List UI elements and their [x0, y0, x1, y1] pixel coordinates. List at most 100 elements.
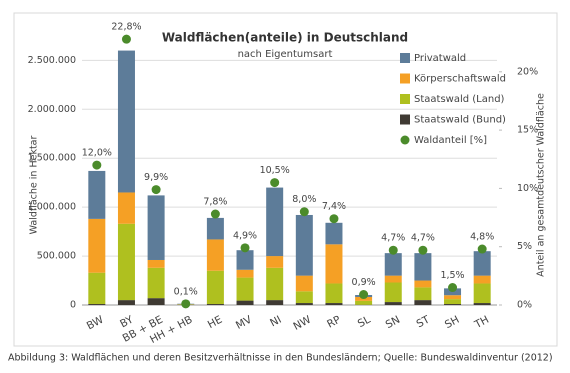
- bar-segment: [206, 217, 224, 240]
- y2-tick-label: 0%: [517, 300, 532, 311]
- y-axis-title: Waldfläche in Hektar: [29, 136, 40, 235]
- bar-segment: [444, 299, 462, 305]
- bar-segment: [117, 300, 135, 305]
- bar-segment: [236, 269, 254, 278]
- data-label: 22,8%: [111, 22, 141, 33]
- data-label: 7,4%: [322, 201, 346, 212]
- y2-tick-label: 5%: [517, 241, 532, 252]
- share-dot: [181, 299, 191, 309]
- bar-segment: [414, 253, 432, 281]
- legend-swatch: [400, 114, 410, 125]
- bar-segment: [295, 275, 313, 292]
- y2-tick-label: 15%: [517, 125, 538, 136]
- bar-segment: [295, 291, 313, 304]
- bar-segment: [236, 300, 254, 305]
- data-label: 0,9%: [352, 277, 376, 288]
- data-label: 0,1%: [174, 286, 198, 297]
- data-label: 4,9%: [233, 230, 257, 241]
- bar-segment: [88, 218, 106, 273]
- bar-segment: [88, 304, 106, 305]
- data-label: 1,5%: [440, 270, 464, 281]
- share-dot: [210, 209, 220, 219]
- bar-segment: [295, 214, 313, 276]
- y-tick-label: 2.000.000: [28, 104, 76, 115]
- bar-segment: [384, 302, 402, 305]
- bar-segment: [147, 259, 165, 268]
- share-dot: [418, 245, 428, 255]
- y2-tick-label: 10%: [517, 183, 538, 194]
- data-label: 9,9%: [144, 172, 168, 183]
- bar-segment: [117, 223, 135, 301]
- bar-segment: [266, 267, 284, 301]
- share-dot: [121, 34, 131, 44]
- y-tick-label: 500.000: [37, 251, 76, 262]
- legend-label: Privatwald: [414, 53, 466, 64]
- bar-segment: [325, 222, 343, 245]
- bar-segment: [384, 275, 402, 283]
- chart-subtitle: nach Eigentumsart: [238, 49, 333, 60]
- y-tick-label: 2.500.000: [28, 55, 76, 66]
- data-label: 7,8%: [203, 197, 227, 208]
- bar-segment: [325, 303, 343, 305]
- data-label: 8,0%: [292, 194, 316, 205]
- bar-segment: [444, 304, 462, 305]
- bar-segment: [147, 195, 165, 260]
- y-tick-label: 1.500.000: [28, 153, 76, 164]
- bar-segment: [473, 283, 491, 304]
- data-label: 4,7%: [411, 233, 435, 244]
- x-tick-label: NI: [268, 314, 283, 330]
- bar-segment: [473, 251, 491, 276]
- bar-segment: [295, 303, 313, 305]
- bar-segment: [414, 287, 432, 301]
- bar-segment: [266, 187, 284, 257]
- bar-segment: [473, 275, 491, 284]
- data-label: 12,0%: [82, 148, 112, 159]
- x-tick-label: RP: [325, 314, 343, 331]
- share-dot: [151, 185, 161, 195]
- bar-segment: [414, 300, 432, 305]
- legend-swatch: [400, 94, 410, 104]
- share-dot: [270, 178, 280, 188]
- bar-segment: [88, 170, 106, 219]
- bar-segment: [147, 267, 165, 299]
- y-tick-label: 1.000.000: [28, 202, 76, 213]
- legend-swatch: [400, 53, 410, 63]
- data-label: 4,7%: [381, 233, 405, 244]
- share-dot: [388, 245, 398, 255]
- bar-segment: [206, 239, 224, 271]
- bar-segment: [325, 244, 343, 284]
- legend-label: Staatswald (Land): [414, 94, 505, 105]
- y-tick-label: 0: [70, 300, 76, 311]
- chart-title: Waldflächen(anteile) in Deutschland: [162, 31, 408, 45]
- bar-segment: [236, 277, 254, 301]
- bar-segment: [117, 192, 135, 224]
- legend-label: Staatswald (Bund): [414, 115, 506, 126]
- bar-segment: [325, 283, 343, 304]
- share-dot: [359, 290, 369, 300]
- bar-segment: [266, 256, 284, 268]
- x-tick-label: SL: [356, 314, 373, 331]
- bar-segment: [88, 272, 106, 305]
- x-tick-label: BY: [118, 313, 136, 330]
- bar-segment: [117, 50, 135, 193]
- bar-segment: [236, 250, 254, 270]
- data-label: 10,5%: [260, 165, 290, 176]
- share-dot: [477, 244, 487, 254]
- bar-segment: [206, 304, 224, 305]
- x-tick-label: ST: [415, 313, 433, 330]
- legend-label: Waldanteil [%]: [414, 135, 487, 146]
- y2-tick-label: 20%: [517, 66, 538, 77]
- legend-label: Körperschaftswald: [414, 74, 506, 85]
- bar-segment: [266, 300, 284, 305]
- bar-segment: [384, 282, 402, 303]
- legend-swatch: [400, 73, 410, 84]
- legend-swatch: [400, 135, 410, 145]
- bar-segment: [147, 298, 165, 305]
- caption: Abbildung 3: Waldflächen und deren Besit…: [8, 353, 553, 364]
- share-dot: [240, 243, 250, 253]
- bar-segment: [444, 295, 462, 300]
- bar-segment: [355, 300, 373, 305]
- share-dot: [448, 283, 458, 293]
